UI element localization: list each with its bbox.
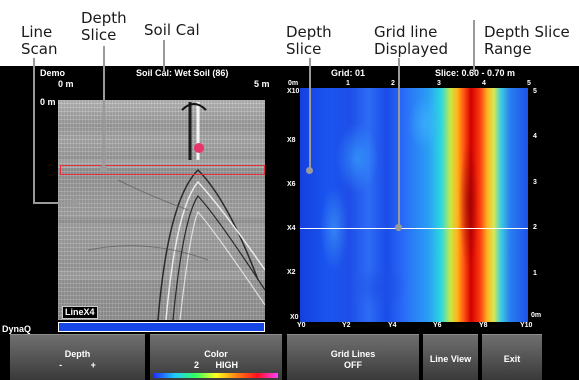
annotation-depth-slice-left: Depth Slice (81, 9, 127, 44)
depth-plus-label: + (90, 360, 96, 370)
top-tick: 4 (482, 80, 486, 87)
left-tick: X8 (287, 137, 296, 144)
status-bar (58, 322, 265, 332)
brand-label: DynaQ (2, 324, 32, 334)
leader-dot (100, 165, 107, 172)
right-tick: 3 (533, 179, 537, 186)
color-scale-bar (154, 373, 278, 378)
hyperbola-reflections (87, 102, 265, 320)
leader-line-scan (33, 58, 35, 202)
depth-slice-indicator[interactable] (60, 165, 265, 175)
leader-depth-slice-range (473, 20, 475, 72)
bottom-tick: Y0 (297, 322, 306, 329)
right-tick: 2 (533, 224, 537, 231)
bottom-tick: Y8 (479, 322, 488, 329)
annotation-grid-line: Grid line Displayed (374, 23, 449, 58)
mode-label: Demo (40, 68, 66, 78)
leader-soil-cal (163, 40, 165, 72)
slice-range-readout: Slice: 0.60 - 0.70 m (435, 68, 516, 78)
bottom-tick: Y4 (388, 322, 397, 329)
bottom-tick: Y6 (433, 322, 442, 329)
device-screen: Demo Soil Cal: Wet Soil (86) Grid: 01 Sl… (0, 66, 579, 380)
annotation-depth-slice-right: Depth Slice (286, 23, 332, 58)
left-tick: X10 (287, 88, 300, 95)
top-tick: 5 (527, 80, 531, 87)
left-tick: X4 (287, 225, 296, 232)
leader-dot (395, 224, 402, 231)
line-label: LineX4 (62, 306, 98, 319)
distance-end-label: 5 m (254, 79, 270, 89)
annotation-line-scan: Line Scan (21, 23, 58, 58)
top-tick: 2 (391, 80, 395, 87)
depth-slice-view[interactable] (300, 88, 528, 322)
left-tick: X6 (287, 181, 296, 188)
depth-minus-label: - (59, 360, 63, 370)
color-mode-label: HIGH (215, 360, 239, 370)
depth-start-label: 0 m (40, 97, 56, 107)
grid-readout: Grid: 01 (331, 68, 366, 78)
leader-line-scan (33, 202, 73, 204)
top-tick: 1 (346, 80, 350, 87)
leader-grid-line (398, 58, 400, 228)
exit-button[interactable]: Exit (482, 334, 542, 380)
target-marker[interactable] (194, 143, 204, 153)
right-tick: 1 (533, 270, 537, 277)
distance-start-label: 0 m (58, 79, 74, 89)
right-tick: 5 (533, 88, 537, 95)
leader-dot (306, 167, 313, 174)
grid-line (300, 228, 528, 229)
top-tick: 0m (288, 80, 299, 87)
leader-depth-slice-right (309, 58, 311, 170)
annotation-depth-slice-range: Depth Slice Range (484, 23, 570, 58)
right-tick: 4 (533, 133, 537, 140)
line-scan-view[interactable]: LineX4 (58, 100, 265, 320)
color-level-label: 2 (193, 360, 199, 370)
line-view-button[interactable]: Line View (423, 334, 478, 380)
leader-depth-slice-left (103, 46, 105, 168)
bottom-tick: Y2 (342, 322, 351, 329)
color-button[interactable]: Color 2 HIGH (150, 334, 282, 380)
grid-lines-button[interactable]: Grid Lines OFF (287, 334, 419, 380)
leader-dot (71, 199, 78, 206)
bottom-tick: Y10 (520, 322, 533, 329)
right-tick: 0m (531, 312, 542, 319)
left-tick: X0 (290, 314, 299, 321)
soil-cal-readout: Soil Cal: Wet Soil (86) (136, 68, 229, 78)
top-tick: 3 (437, 80, 441, 87)
depth-button[interactable]: Depth - + (10, 334, 145, 380)
annotation-soil-cal: Soil Cal (144, 21, 200, 39)
left-tick: X2 (287, 269, 296, 276)
